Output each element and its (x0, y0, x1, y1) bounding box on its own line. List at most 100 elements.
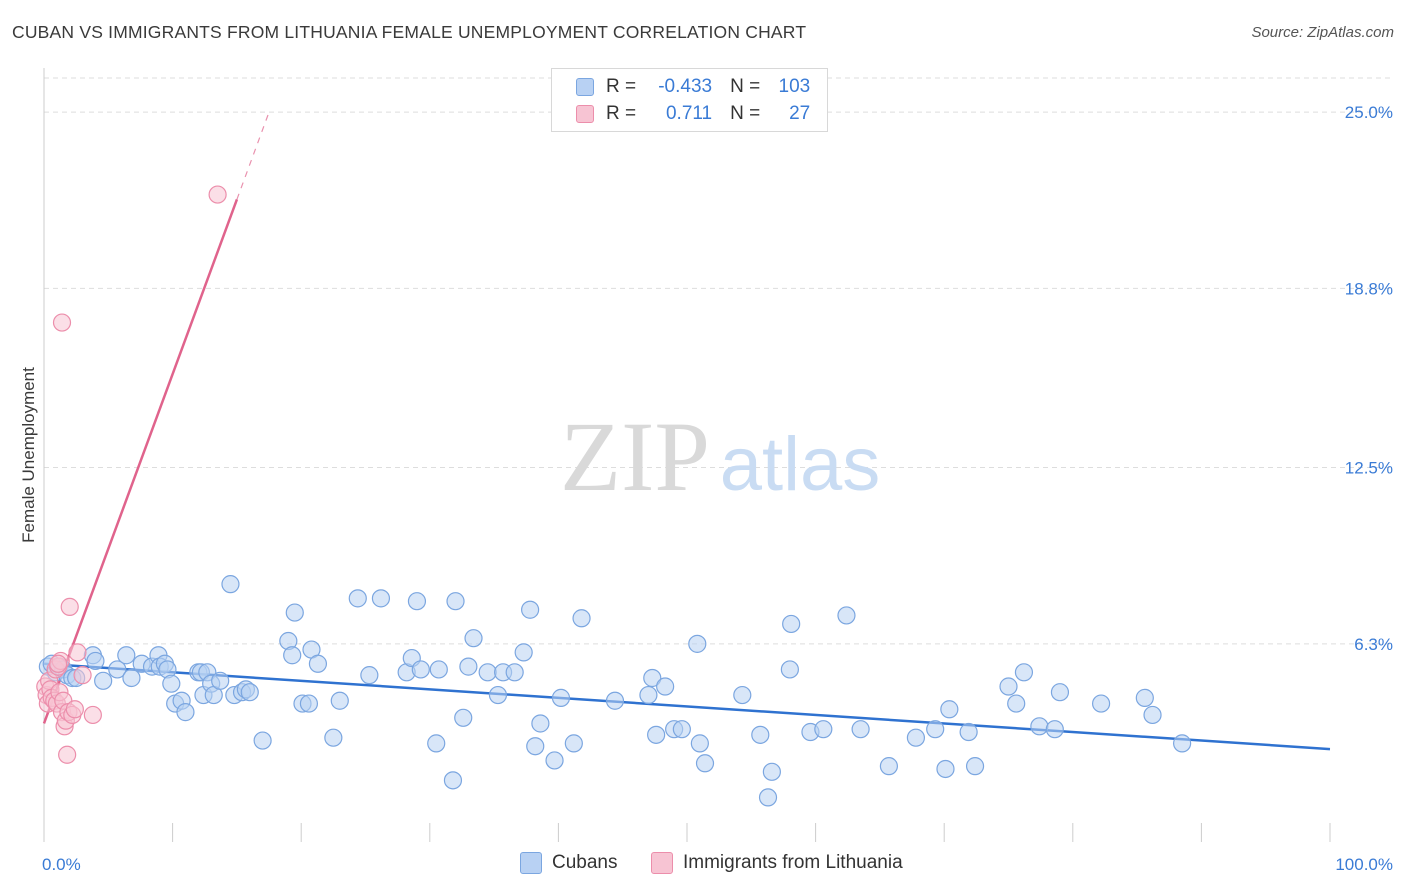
x-tick-label: 0.0% (42, 855, 81, 874)
data-point (407, 592, 427, 611)
data-point (1030, 717, 1049, 736)
data-point (308, 654, 328, 673)
data-point (330, 691, 349, 710)
gridlines (44, 77, 1394, 645)
data-point (780, 660, 799, 679)
legend-n-value: 103 (778, 76, 811, 97)
data-point (94, 671, 113, 690)
lithuania-trend-line-extension (236, 111, 270, 200)
data-point (73, 666, 92, 685)
data-point (60, 597, 79, 616)
data-point (906, 728, 926, 747)
data-point (551, 688, 571, 707)
data-point (454, 708, 473, 727)
axes (43, 68, 1331, 842)
data-point (751, 725, 770, 744)
data-point (531, 714, 550, 733)
data-point (240, 683, 259, 702)
data-point (443, 771, 463, 790)
data-point (1143, 705, 1162, 725)
data-point (879, 757, 899, 776)
data-point (695, 754, 715, 773)
legend-r-value: 0.711 (665, 103, 713, 124)
data-point (176, 703, 195, 722)
data-point (371, 589, 391, 608)
data-point (782, 614, 801, 634)
data-point (478, 663, 497, 682)
data-point (459, 657, 478, 676)
data-point (427, 734, 446, 753)
data-point (221, 575, 240, 594)
data-point (429, 660, 448, 679)
y-tick-label: 25.0% (1345, 103, 1393, 122)
data-point (58, 745, 77, 764)
watermark: ZIP atlas (560, 401, 880, 512)
y-tick-label: 6.3% (1354, 635, 1393, 654)
data-point (1091, 694, 1111, 713)
data-point (688, 634, 707, 653)
data-point (211, 671, 230, 690)
data-point (572, 609, 591, 628)
lithuania-trend-line (42, 199, 239, 724)
data-point (299, 694, 319, 713)
data-point (324, 728, 343, 747)
data-points (36, 185, 1192, 807)
legend-r-label: R = (606, 76, 637, 97)
data-point (837, 606, 856, 625)
legend-swatch-blue (576, 78, 594, 96)
data-point (1050, 683, 1070, 702)
data-point (446, 592, 465, 611)
cubans-trend-line (43, 662, 1331, 751)
tick-labels: 6.3% 12.5% 18.8% 25.0% 0.0% 100.0% (42, 103, 1393, 874)
data-point (1135, 688, 1154, 707)
data-point (83, 705, 102, 725)
data-point (959, 722, 978, 742)
x-tick-label: 100.0% (1335, 855, 1393, 874)
data-point (1007, 694, 1026, 713)
legend-r-value: -0.433 (658, 76, 713, 97)
series-legend-cubans[interactable]: Cubans (520, 852, 618, 874)
data-point (117, 646, 136, 665)
data-point (464, 629, 483, 648)
data-point (672, 720, 691, 739)
data-point (940, 700, 959, 719)
data-point (545, 751, 564, 770)
cubans-points (38, 575, 1192, 807)
y-tick-label: 18.8% (1345, 279, 1393, 298)
legend-n-label: N = (730, 103, 761, 124)
data-point (360, 666, 379, 685)
data-point (411, 660, 430, 679)
data-point (208, 185, 227, 204)
data-point (52, 313, 72, 332)
data-point (1045, 720, 1064, 739)
legend-row-lithuania: R = 0.711 N = 27 (576, 102, 810, 126)
series-label-cubans: Cubans (552, 852, 618, 873)
legend-n-label: N = (730, 76, 761, 97)
data-point (758, 788, 778, 807)
data-point (733, 685, 752, 705)
chart-title: CUBAN VS IMMIGRANTS FROM LITHUANIA FEMAL… (12, 22, 807, 42)
data-point (108, 660, 127, 679)
data-point (283, 646, 302, 665)
data-point (49, 654, 68, 673)
data-point (639, 685, 658, 705)
legend-r-label: R = (606, 103, 637, 124)
data-point (526, 737, 545, 756)
data-point (162, 674, 181, 693)
data-point (514, 643, 533, 662)
lithuania-points (36, 185, 227, 764)
data-point (505, 663, 524, 682)
series-legend-lithuania[interactable]: Immigrants from Lithuania (651, 852, 903, 874)
series-legend: Cubans Immigrants from Lithuania (0, 852, 1406, 878)
data-point (564, 734, 583, 753)
legend-n-value: 27 (789, 103, 811, 124)
data-point (86, 651, 105, 671)
series-swatch-blue (520, 852, 542, 874)
data-point (965, 757, 985, 776)
data-point (65, 700, 84, 719)
watermark-atlas: atlas (720, 422, 881, 507)
data-point (690, 734, 709, 753)
data-point (814, 720, 833, 739)
data-point (68, 643, 87, 662)
